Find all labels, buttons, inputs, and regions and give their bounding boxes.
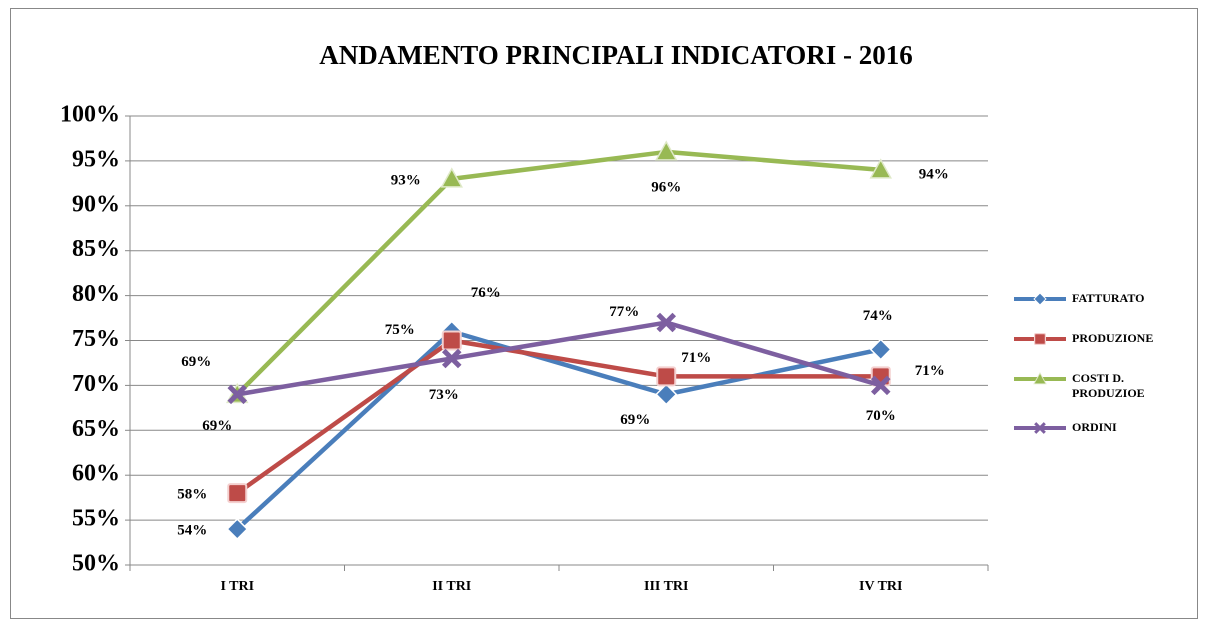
x-tick-label: III TRI bbox=[644, 579, 689, 594]
x-tick-label: IV TRI bbox=[859, 579, 902, 594]
data-label: 94% bbox=[919, 166, 949, 182]
series-line bbox=[236, 320, 882, 397]
data-label: 71% bbox=[915, 363, 945, 379]
legend-swatch bbox=[1014, 332, 1066, 346]
y-tick-label: 55% bbox=[72, 506, 120, 532]
series-line bbox=[235, 329, 882, 531]
legend: FATTURATO PRODUZIONE COSTI D. PRODUZIOE ORD… bbox=[1012, 286, 1202, 455]
marker bbox=[440, 167, 464, 188]
marker bbox=[656, 312, 677, 333]
marker bbox=[869, 158, 893, 179]
y-tick-label: 70% bbox=[72, 371, 120, 397]
legend-label: PRODUZIONE bbox=[1072, 331, 1154, 345]
series-line bbox=[235, 338, 881, 495]
y-tick-label: 85% bbox=[72, 236, 120, 262]
legend-label: ORDINI bbox=[1072, 420, 1117, 434]
y-tick-label: 100% bbox=[60, 102, 120, 128]
marker bbox=[869, 338, 892, 361]
data-label: 77% bbox=[609, 304, 639, 320]
y-tick-label: 80% bbox=[72, 281, 120, 307]
marker bbox=[227, 483, 248, 504]
data-label: 54% bbox=[177, 523, 207, 539]
marker bbox=[227, 384, 248, 405]
legend-swatch bbox=[1014, 372, 1066, 385]
legend-label: COSTI D. PRODUZIOE bbox=[1072, 371, 1145, 400]
legend-swatch bbox=[1014, 292, 1066, 306]
data-label: 76% bbox=[471, 285, 501, 301]
x-tick-label: I TRI bbox=[220, 579, 254, 594]
chart-title: ANDAMENTO PRINCIPALI INDICATORI - 2016 bbox=[319, 40, 913, 70]
y-tick-label: 95% bbox=[72, 146, 120, 172]
data-label: 96% bbox=[651, 179, 681, 195]
data-label: 69% bbox=[202, 418, 232, 434]
marker bbox=[870, 375, 891, 396]
y-tick-label: 50% bbox=[72, 551, 120, 577]
legend-label: FATTURATO bbox=[1072, 291, 1145, 305]
y-tick-label: 60% bbox=[72, 461, 120, 487]
chart-border bbox=[10, 8, 1198, 619]
marker bbox=[655, 383, 678, 406]
data-label: 69% bbox=[620, 412, 650, 428]
data-label: 69% bbox=[181, 354, 211, 370]
legend-item: ORDINI bbox=[1012, 415, 1202, 441]
data-label: 71% bbox=[681, 350, 711, 366]
legend-swatch bbox=[1014, 422, 1066, 434]
y-tick-label: 65% bbox=[72, 416, 120, 442]
marker bbox=[226, 518, 249, 541]
legend-item: FATTURATO bbox=[1012, 286, 1202, 312]
data-label: 93% bbox=[391, 172, 421, 188]
marker bbox=[441, 330, 462, 351]
legend-item: COSTI D. PRODUZIOE bbox=[1012, 366, 1202, 401]
data-label: 74% bbox=[863, 308, 893, 324]
marker bbox=[441, 348, 462, 369]
x-tick-label: II TRI bbox=[432, 579, 471, 594]
marker bbox=[654, 140, 678, 161]
data-label: 58% bbox=[177, 487, 207, 503]
series-line bbox=[235, 149, 881, 396]
marker bbox=[656, 366, 677, 387]
y-tick-label: 75% bbox=[72, 326, 120, 352]
y-tick-label: 90% bbox=[72, 191, 120, 217]
marker bbox=[1034, 422, 1046, 434]
data-label: 75% bbox=[385, 322, 415, 338]
marker bbox=[1033, 332, 1046, 346]
data-label: 70% bbox=[866, 408, 896, 424]
marker bbox=[1033, 292, 1047, 306]
data-label: 73% bbox=[429, 387, 459, 403]
legend-item: PRODUZIONE bbox=[1012, 326, 1202, 352]
marker bbox=[1033, 372, 1047, 385]
